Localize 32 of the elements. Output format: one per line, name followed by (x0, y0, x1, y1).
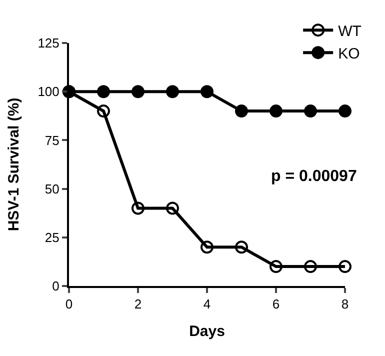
point (235, 240, 248, 254)
y-tick-label: 125 (38, 36, 60, 51)
point (97, 104, 110, 118)
point (97, 85, 110, 98)
point (338, 260, 352, 274)
point (270, 104, 282, 118)
x-axis-title: Days (189, 323, 225, 340)
x-tick-label: 8 (341, 296, 349, 312)
point (304, 104, 317, 118)
y-tick-label: 100 (38, 84, 60, 100)
x-tick-label: 6 (272, 296, 280, 312)
point (132, 85, 144, 98)
point (304, 260, 317, 274)
y-tick-label: 25 (44, 230, 60, 245)
legend-label: KO (338, 45, 360, 62)
annotation: p = 0.00097 (271, 168, 357, 185)
point (166, 202, 179, 215)
point (235, 104, 248, 118)
x-tick-label: 2 (134, 296, 142, 312)
y-tick-label: 50 (44, 181, 60, 196)
legend-label: WT (338, 22, 362, 40)
x-tick-label: 4 (203, 296, 211, 312)
point (200, 240, 214, 254)
y-tick-label: 0 (52, 278, 60, 294)
point (132, 202, 144, 215)
point (338, 104, 352, 118)
point (200, 85, 214, 98)
y-tick-label: 75 (44, 132, 60, 148)
point (270, 260, 282, 274)
x-tick-label: 0 (65, 296, 73, 312)
y-axis-title: HSV-1 Survival (%) (5, 98, 22, 232)
point (166, 85, 179, 98)
